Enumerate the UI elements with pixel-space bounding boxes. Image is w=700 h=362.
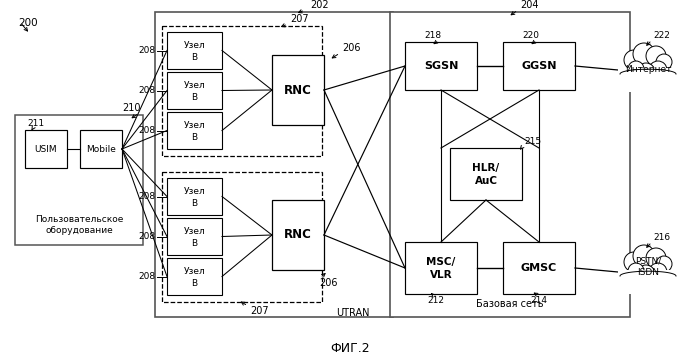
Text: SGSN: SGSN bbox=[424, 61, 458, 71]
Bar bbox=[25, 130, 67, 168]
Text: RNC: RNC bbox=[284, 84, 312, 97]
Bar bbox=[162, 26, 322, 156]
Bar bbox=[405, 242, 477, 294]
Text: 218: 218 bbox=[424, 31, 441, 40]
Text: 208: 208 bbox=[138, 86, 155, 95]
Bar bbox=[272, 55, 324, 125]
Text: ФИГ.2: ФИГ.2 bbox=[330, 341, 370, 354]
Circle shape bbox=[646, 46, 666, 66]
Text: HLR/: HLR/ bbox=[473, 163, 500, 173]
Text: 208: 208 bbox=[138, 192, 155, 201]
Text: 208: 208 bbox=[138, 232, 155, 241]
Bar bbox=[503, 42, 575, 90]
Text: Узел: Узел bbox=[183, 41, 205, 50]
Bar bbox=[620, 270, 676, 294]
Text: 208: 208 bbox=[138, 46, 155, 55]
Text: UTRAN: UTRAN bbox=[337, 308, 370, 318]
Bar bbox=[15, 115, 143, 245]
Text: B: B bbox=[191, 93, 197, 101]
Text: B: B bbox=[191, 239, 197, 248]
Circle shape bbox=[624, 50, 644, 70]
Text: USIM: USIM bbox=[35, 144, 57, 153]
Circle shape bbox=[656, 256, 672, 272]
Circle shape bbox=[633, 245, 655, 267]
Text: 212: 212 bbox=[428, 296, 444, 305]
Bar bbox=[618, 62, 678, 86]
Bar bbox=[167, 178, 222, 215]
Text: 208: 208 bbox=[138, 272, 155, 281]
Text: Базовая сеть: Базовая сеть bbox=[476, 299, 544, 309]
Bar bbox=[167, 32, 222, 69]
Circle shape bbox=[656, 54, 672, 70]
Circle shape bbox=[633, 43, 655, 65]
Text: Узел: Узел bbox=[183, 80, 205, 89]
Text: B: B bbox=[191, 198, 197, 207]
Bar bbox=[405, 42, 477, 90]
Text: RNC: RNC bbox=[284, 228, 312, 241]
Text: AuC: AuC bbox=[475, 176, 498, 186]
Bar bbox=[620, 68, 676, 92]
Text: 214: 214 bbox=[531, 296, 547, 305]
Text: B: B bbox=[191, 132, 197, 142]
Circle shape bbox=[649, 263, 667, 281]
Circle shape bbox=[628, 61, 644, 77]
Bar bbox=[167, 218, 222, 255]
Text: VLR: VLR bbox=[430, 270, 452, 280]
Bar bbox=[167, 258, 222, 295]
Text: 207: 207 bbox=[250, 306, 269, 316]
Circle shape bbox=[628, 263, 644, 279]
Text: PSTN/
ISDN: PSTN/ ISDN bbox=[635, 257, 661, 277]
Text: Mobile: Mobile bbox=[86, 144, 116, 153]
Circle shape bbox=[637, 63, 655, 81]
Bar bbox=[272, 200, 324, 270]
Text: Узел: Узел bbox=[183, 121, 205, 130]
Text: Пользовательское
оборудование: Пользовательское оборудование bbox=[35, 215, 123, 235]
Text: B: B bbox=[191, 278, 197, 287]
Bar bbox=[503, 242, 575, 294]
Text: MSC/: MSC/ bbox=[426, 257, 456, 267]
Text: 207: 207 bbox=[290, 14, 309, 24]
Bar bbox=[450, 148, 522, 200]
Circle shape bbox=[649, 61, 667, 79]
Text: 208: 208 bbox=[138, 126, 155, 135]
Circle shape bbox=[637, 265, 655, 283]
Bar bbox=[80, 130, 122, 168]
Text: B: B bbox=[191, 52, 197, 62]
Bar bbox=[167, 112, 222, 149]
Text: 210: 210 bbox=[122, 103, 141, 113]
Bar bbox=[162, 172, 322, 302]
Text: Узел: Узел bbox=[183, 266, 205, 275]
Text: Узел: Узел bbox=[183, 227, 205, 236]
Bar bbox=[155, 12, 393, 317]
Bar bbox=[618, 264, 678, 288]
Text: GMSC: GMSC bbox=[521, 263, 557, 273]
Circle shape bbox=[646, 248, 666, 268]
Text: 215: 215 bbox=[524, 137, 541, 146]
Text: GGSN: GGSN bbox=[522, 61, 556, 71]
Circle shape bbox=[624, 252, 644, 272]
Text: 206: 206 bbox=[319, 278, 337, 288]
Text: 211: 211 bbox=[27, 119, 44, 128]
Text: 222: 222 bbox=[653, 31, 670, 40]
Text: Интернет: Интернет bbox=[624, 64, 671, 73]
Text: 216: 216 bbox=[653, 233, 670, 242]
Text: 202: 202 bbox=[310, 0, 328, 10]
Text: 220: 220 bbox=[522, 31, 539, 40]
Text: 200: 200 bbox=[18, 18, 38, 28]
Text: 206: 206 bbox=[342, 43, 360, 53]
Bar bbox=[390, 12, 630, 317]
Text: Узел: Узел bbox=[183, 186, 205, 195]
Bar bbox=[167, 72, 222, 109]
Text: 204: 204 bbox=[520, 0, 538, 10]
